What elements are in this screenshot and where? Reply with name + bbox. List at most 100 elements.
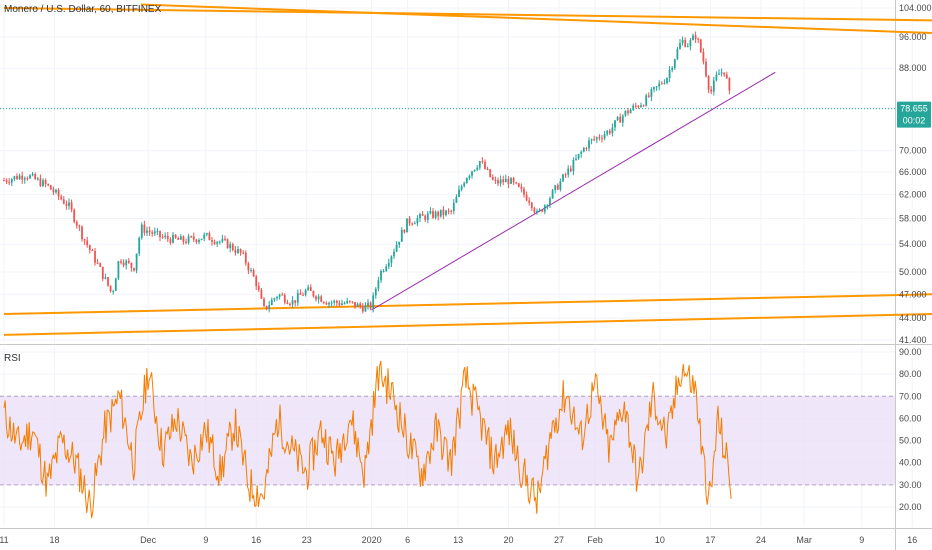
- candle-body: [374, 288, 377, 296]
- candle-body: [655, 86, 658, 88]
- time-tick-label: 16: [251, 535, 261, 545]
- price-pane[interactable]: [0, 0, 895, 342]
- time-tick-label: 23: [302, 535, 312, 545]
- candle-body: [564, 174, 567, 176]
- candle-body: [720, 72, 723, 74]
- candle-body: [120, 261, 122, 263]
- candle-body: [536, 210, 538, 213]
- candle-body: [419, 214, 421, 219]
- candle-body: [252, 270, 255, 277]
- candle-body: [445, 210, 447, 216]
- candle-body: [408, 218, 411, 224]
- candle-body: [569, 168, 572, 172]
- trendline[interactable]: [3, 293, 932, 315]
- candle-body: [725, 74, 728, 79]
- rsi-tick-label: 40.00: [899, 458, 922, 468]
- candle-body: [237, 249, 239, 253]
- candle-body: [8, 181, 11, 183]
- candle-body: [99, 263, 102, 267]
- candle-body: [437, 211, 440, 217]
- candle-body: [434, 211, 437, 218]
- candle-body: [447, 210, 450, 212]
- candle-body: [213, 241, 216, 244]
- price-axis[interactable]: 104.000 96.000 88.000 78.655 70.000 66.000 62.…: [899, 3, 932, 345]
- candle-body: [367, 302, 369, 306]
- candle-body: [42, 180, 44, 187]
- candle-body: [476, 167, 479, 170]
- candle-body: [16, 176, 18, 180]
- candle-body: [424, 215, 427, 220]
- candle-body: [26, 178, 29, 180]
- candle-body: [523, 188, 525, 195]
- candle-body: [200, 238, 203, 241]
- candle-body: [153, 231, 156, 234]
- candle-body: [575, 158, 577, 160]
- price-tick-label: 66.000: [899, 167, 927, 177]
- candle-body: [718, 73, 720, 75]
- candle-body: [577, 153, 580, 159]
- candle-body: [283, 295, 286, 303]
- price-tick-label: 41.400: [899, 335, 927, 345]
- candle-body: [484, 162, 486, 169]
- candle-body: [268, 305, 271, 309]
- trendline[interactable]: [371, 71, 776, 311]
- time-axis[interactable]: 11 18 Dec 9 16 23 2020 6 13 20 27 Feb 10 17 24 Mar 9 16: [0, 535, 917, 545]
- trendlines[interactable]: [3, 3, 932, 336]
- candle-body: [515, 182, 518, 184]
- time-tick-label: 9: [859, 535, 864, 545]
- candle-body: [185, 241, 187, 243]
- price-series: [3, 31, 731, 314]
- candle-body: [78, 225, 81, 227]
- candle-body: [692, 35, 694, 41]
- candle-body: [148, 230, 151, 233]
- candle-body: [291, 300, 294, 305]
- candle-body: [156, 230, 159, 232]
- price-tick-label: 47.000: [899, 289, 927, 299]
- candle-body: [52, 189, 55, 193]
- price-tick-label: 104.000: [899, 3, 932, 13]
- trendline[interactable]: [3, 7, 932, 22]
- candle-body: [192, 236, 195, 240]
- candle-body: [497, 180, 499, 184]
- candle-body: [679, 43, 681, 50]
- candle-body: [632, 105, 635, 110]
- candle-body: [426, 213, 429, 220]
- trendline[interactable]: [3, 313, 932, 336]
- candle-body: [109, 285, 112, 292]
- time-tick-label: 27: [554, 535, 564, 545]
- candle-body: [728, 78, 731, 91]
- candle-body: [601, 138, 603, 140]
- rsi-axis[interactable]: 90.00 80.00 70.00 60.00 50.00 40.00 30.00 20.00: [899, 347, 922, 512]
- candle-body: [151, 232, 154, 234]
- candle-body: [216, 241, 219, 244]
- candle-body: [341, 303, 343, 306]
- candle-body: [387, 262, 390, 267]
- candle-body: [377, 280, 380, 289]
- candle-body: [112, 291, 115, 293]
- candle-body: [637, 106, 640, 108]
- candle-body: [107, 277, 109, 286]
- candle-body: [348, 300, 351, 302]
- candle-body: [70, 202, 73, 210]
- candle-body: [247, 263, 250, 271]
- candle-body: [174, 234, 177, 239]
- candle-body: [296, 293, 299, 303]
- candle-body: [712, 80, 715, 92]
- candle-body: [504, 178, 507, 183]
- candle-body: [486, 168, 489, 170]
- candle-body: [629, 109, 632, 114]
- time-tick-label: 10: [655, 535, 665, 545]
- candle-body: [65, 203, 68, 206]
- candle-body: [398, 241, 401, 245]
- candle-body: [68, 202, 70, 206]
- candle-body: [73, 209, 76, 222]
- candle-body: [36, 178, 39, 180]
- candle-body: [627, 110, 629, 114]
- candle-body: [322, 301, 325, 303]
- candle-body: [359, 303, 362, 307]
- trendline[interactable]: [140, 3, 932, 35]
- candle-body: [439, 209, 442, 217]
- candle-body: [335, 300, 338, 303]
- candle-body: [551, 189, 554, 199]
